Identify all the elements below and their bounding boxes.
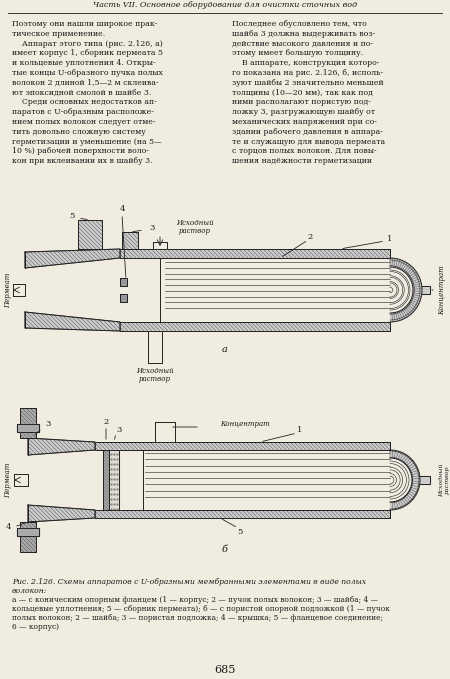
- Text: Исходный: Исходный: [176, 219, 214, 227]
- Polygon shape: [25, 249, 120, 268]
- Text: 685: 685: [214, 665, 236, 675]
- Polygon shape: [17, 528, 39, 536]
- Polygon shape: [148, 331, 162, 363]
- Text: 1: 1: [297, 426, 303, 434]
- Text: кольцевые уплотнения; 5 — сборник пермеата); б — с пористой опорной подложкой (1: кольцевые уплотнения; 5 — сборник пермеа…: [12, 605, 390, 613]
- Text: Последнее обусловлено тем, что: Последнее обусловлено тем, что: [232, 20, 367, 28]
- Text: полых волокон; 2 — шайба; 3 — пористая подложка; 4 — крышка; 5 — фланцевое соеди: полых волокон; 2 — шайба; 3 — пористая п…: [12, 614, 383, 622]
- Text: 5: 5: [69, 212, 75, 220]
- Polygon shape: [103, 450, 109, 510]
- Text: те и служащую для вывода пермеата: те и служащую для вывода пермеата: [232, 138, 385, 145]
- Text: Концентрат: Концентрат: [438, 265, 446, 315]
- Text: Исходный
раствор: Исходный раствор: [439, 463, 450, 497]
- Text: Среди основных недостатков ап-: Среди основных недостатков ап-: [12, 98, 157, 107]
- Polygon shape: [145, 451, 390, 509]
- Polygon shape: [95, 442, 390, 450]
- Polygon shape: [153, 242, 167, 249]
- Text: и кольцевые уплотнения 4. Откры-: и кольцевые уплотнения 4. Откры-: [12, 59, 156, 67]
- Polygon shape: [20, 522, 36, 552]
- Text: ними располагают пористую под-: ними располагают пористую под-: [232, 98, 371, 107]
- Text: шения надёжности герметизации: шения надёжности герметизации: [232, 158, 372, 165]
- Polygon shape: [422, 286, 430, 294]
- Text: 10 %) рабочей поверхности воло-: 10 %) рабочей поверхности воло-: [12, 147, 149, 155]
- Text: б: б: [222, 545, 228, 555]
- Polygon shape: [165, 259, 390, 321]
- Text: волокон:: волокон:: [12, 587, 47, 595]
- Text: 4: 4: [119, 205, 125, 213]
- Text: 3: 3: [116, 426, 122, 434]
- Text: толщины (10—20 мм), так как под: толщины (10—20 мм), так как под: [232, 88, 373, 96]
- Text: тые концы U-образного пучка полых: тые концы U-образного пучка полых: [12, 69, 163, 77]
- Polygon shape: [120, 294, 127, 302]
- Text: Рис. 2.126. Схемы аппаратов с U-образными мембранными элементами в виде полых: Рис. 2.126. Схемы аппаратов с U-образным…: [12, 578, 366, 586]
- Text: этому имеет большую толщину.: этому имеет большую толщину.: [232, 50, 363, 58]
- Text: 4: 4: [5, 523, 11, 531]
- Polygon shape: [28, 438, 95, 455]
- Polygon shape: [120, 278, 127, 286]
- Text: Часть VII. Основное оборудование для очистки сточных вод: Часть VII. Основное оборудование для очи…: [93, 1, 357, 9]
- Polygon shape: [25, 312, 120, 331]
- Polygon shape: [13, 284, 25, 296]
- Text: раствор: раствор: [179, 227, 211, 235]
- Polygon shape: [28, 505, 95, 522]
- Text: механических напряжений при со-: механических напряжений при со-: [232, 118, 377, 126]
- Polygon shape: [17, 424, 39, 432]
- Polygon shape: [78, 220, 102, 249]
- Text: нием полых волокон следует отме-: нием полых волокон следует отме-: [12, 118, 156, 126]
- Text: Пермеат: Пермеат: [4, 462, 12, 498]
- Text: Аппарат этого типа (рис. 2.126, а): Аппарат этого типа (рис. 2.126, а): [12, 39, 163, 48]
- Text: действие высокого давления и по-: действие высокого давления и по-: [232, 39, 373, 48]
- Text: тить довольно сложную систему: тить довольно сложную систему: [12, 128, 146, 136]
- Text: Пермеат: Пермеат: [4, 272, 12, 308]
- Text: ют эпоксидной смолой в шайбе 3.: ют эпоксидной смолой в шайбе 3.: [12, 88, 151, 96]
- Text: тическое применение.: тическое применение.: [12, 30, 105, 38]
- Text: Поэтому они нашли широкое прак-: Поэтому они нашли широкое прак-: [12, 20, 157, 28]
- Polygon shape: [109, 450, 119, 510]
- Text: 2: 2: [104, 418, 108, 426]
- Polygon shape: [14, 474, 28, 486]
- Text: кон при вклеивании их в шайбу 3.: кон при вклеивании их в шайбу 3.: [12, 158, 153, 165]
- Text: Концентрат: Концентрат: [220, 420, 270, 428]
- Text: а: а: [222, 346, 228, 354]
- Polygon shape: [155, 422, 175, 442]
- Text: герметизации и уменьшение (на 5—: герметизации и уменьшение (на 5—: [12, 138, 162, 145]
- Text: шайба 3 должна выдерживать воз-: шайба 3 должна выдерживать воз-: [232, 30, 375, 38]
- Text: волокон 2 длиной 1,5—2 м склеива-: волокон 2 длиной 1,5—2 м склеива-: [12, 79, 158, 87]
- Polygon shape: [120, 249, 390, 258]
- Text: 3: 3: [149, 224, 155, 232]
- Text: 2: 2: [307, 233, 313, 241]
- Polygon shape: [95, 510, 390, 518]
- Text: паратов с U-образным расположе-: паратов с U-образным расположе-: [12, 108, 154, 116]
- Text: го показана на рис. 2.126, б, исполь-: го показана на рис. 2.126, б, исполь-: [232, 69, 383, 77]
- Text: Исходный: Исходный: [136, 367, 174, 375]
- Text: раствор: раствор: [139, 375, 171, 383]
- Text: В аппарате, конструкция которо-: В аппарате, конструкция которо-: [232, 59, 379, 67]
- Text: 1: 1: [387, 235, 393, 243]
- Polygon shape: [122, 232, 138, 249]
- Polygon shape: [20, 408, 36, 438]
- Text: 3: 3: [45, 420, 51, 428]
- Text: здании рабочего давления в аппара-: здании рабочего давления в аппара-: [232, 128, 383, 136]
- Text: 6 — корпус): 6 — корпус): [12, 623, 59, 631]
- Text: с торцов полых волокон. Для повы-: с торцов полых волокон. Для повы-: [232, 147, 377, 155]
- Text: ложку 3, разгружающую шайбу от: ложку 3, разгружающую шайбу от: [232, 108, 375, 116]
- Text: 5: 5: [237, 528, 243, 536]
- Text: а — с коническим опорным фланцем (1 — корпус; 2 — пучок полых волокон; 3 — шайба: а — с коническим опорным фланцем (1 — ко…: [12, 596, 378, 604]
- Polygon shape: [390, 450, 420, 510]
- Text: зуют шайбы 2 значительно меньшей: зуют шайбы 2 значительно меньшей: [232, 79, 383, 87]
- Polygon shape: [120, 322, 390, 331]
- Text: имеет корпус 1, сборник пермеата 5: имеет корпус 1, сборник пермеата 5: [12, 50, 163, 58]
- Polygon shape: [420, 476, 430, 484]
- Polygon shape: [390, 258, 422, 322]
